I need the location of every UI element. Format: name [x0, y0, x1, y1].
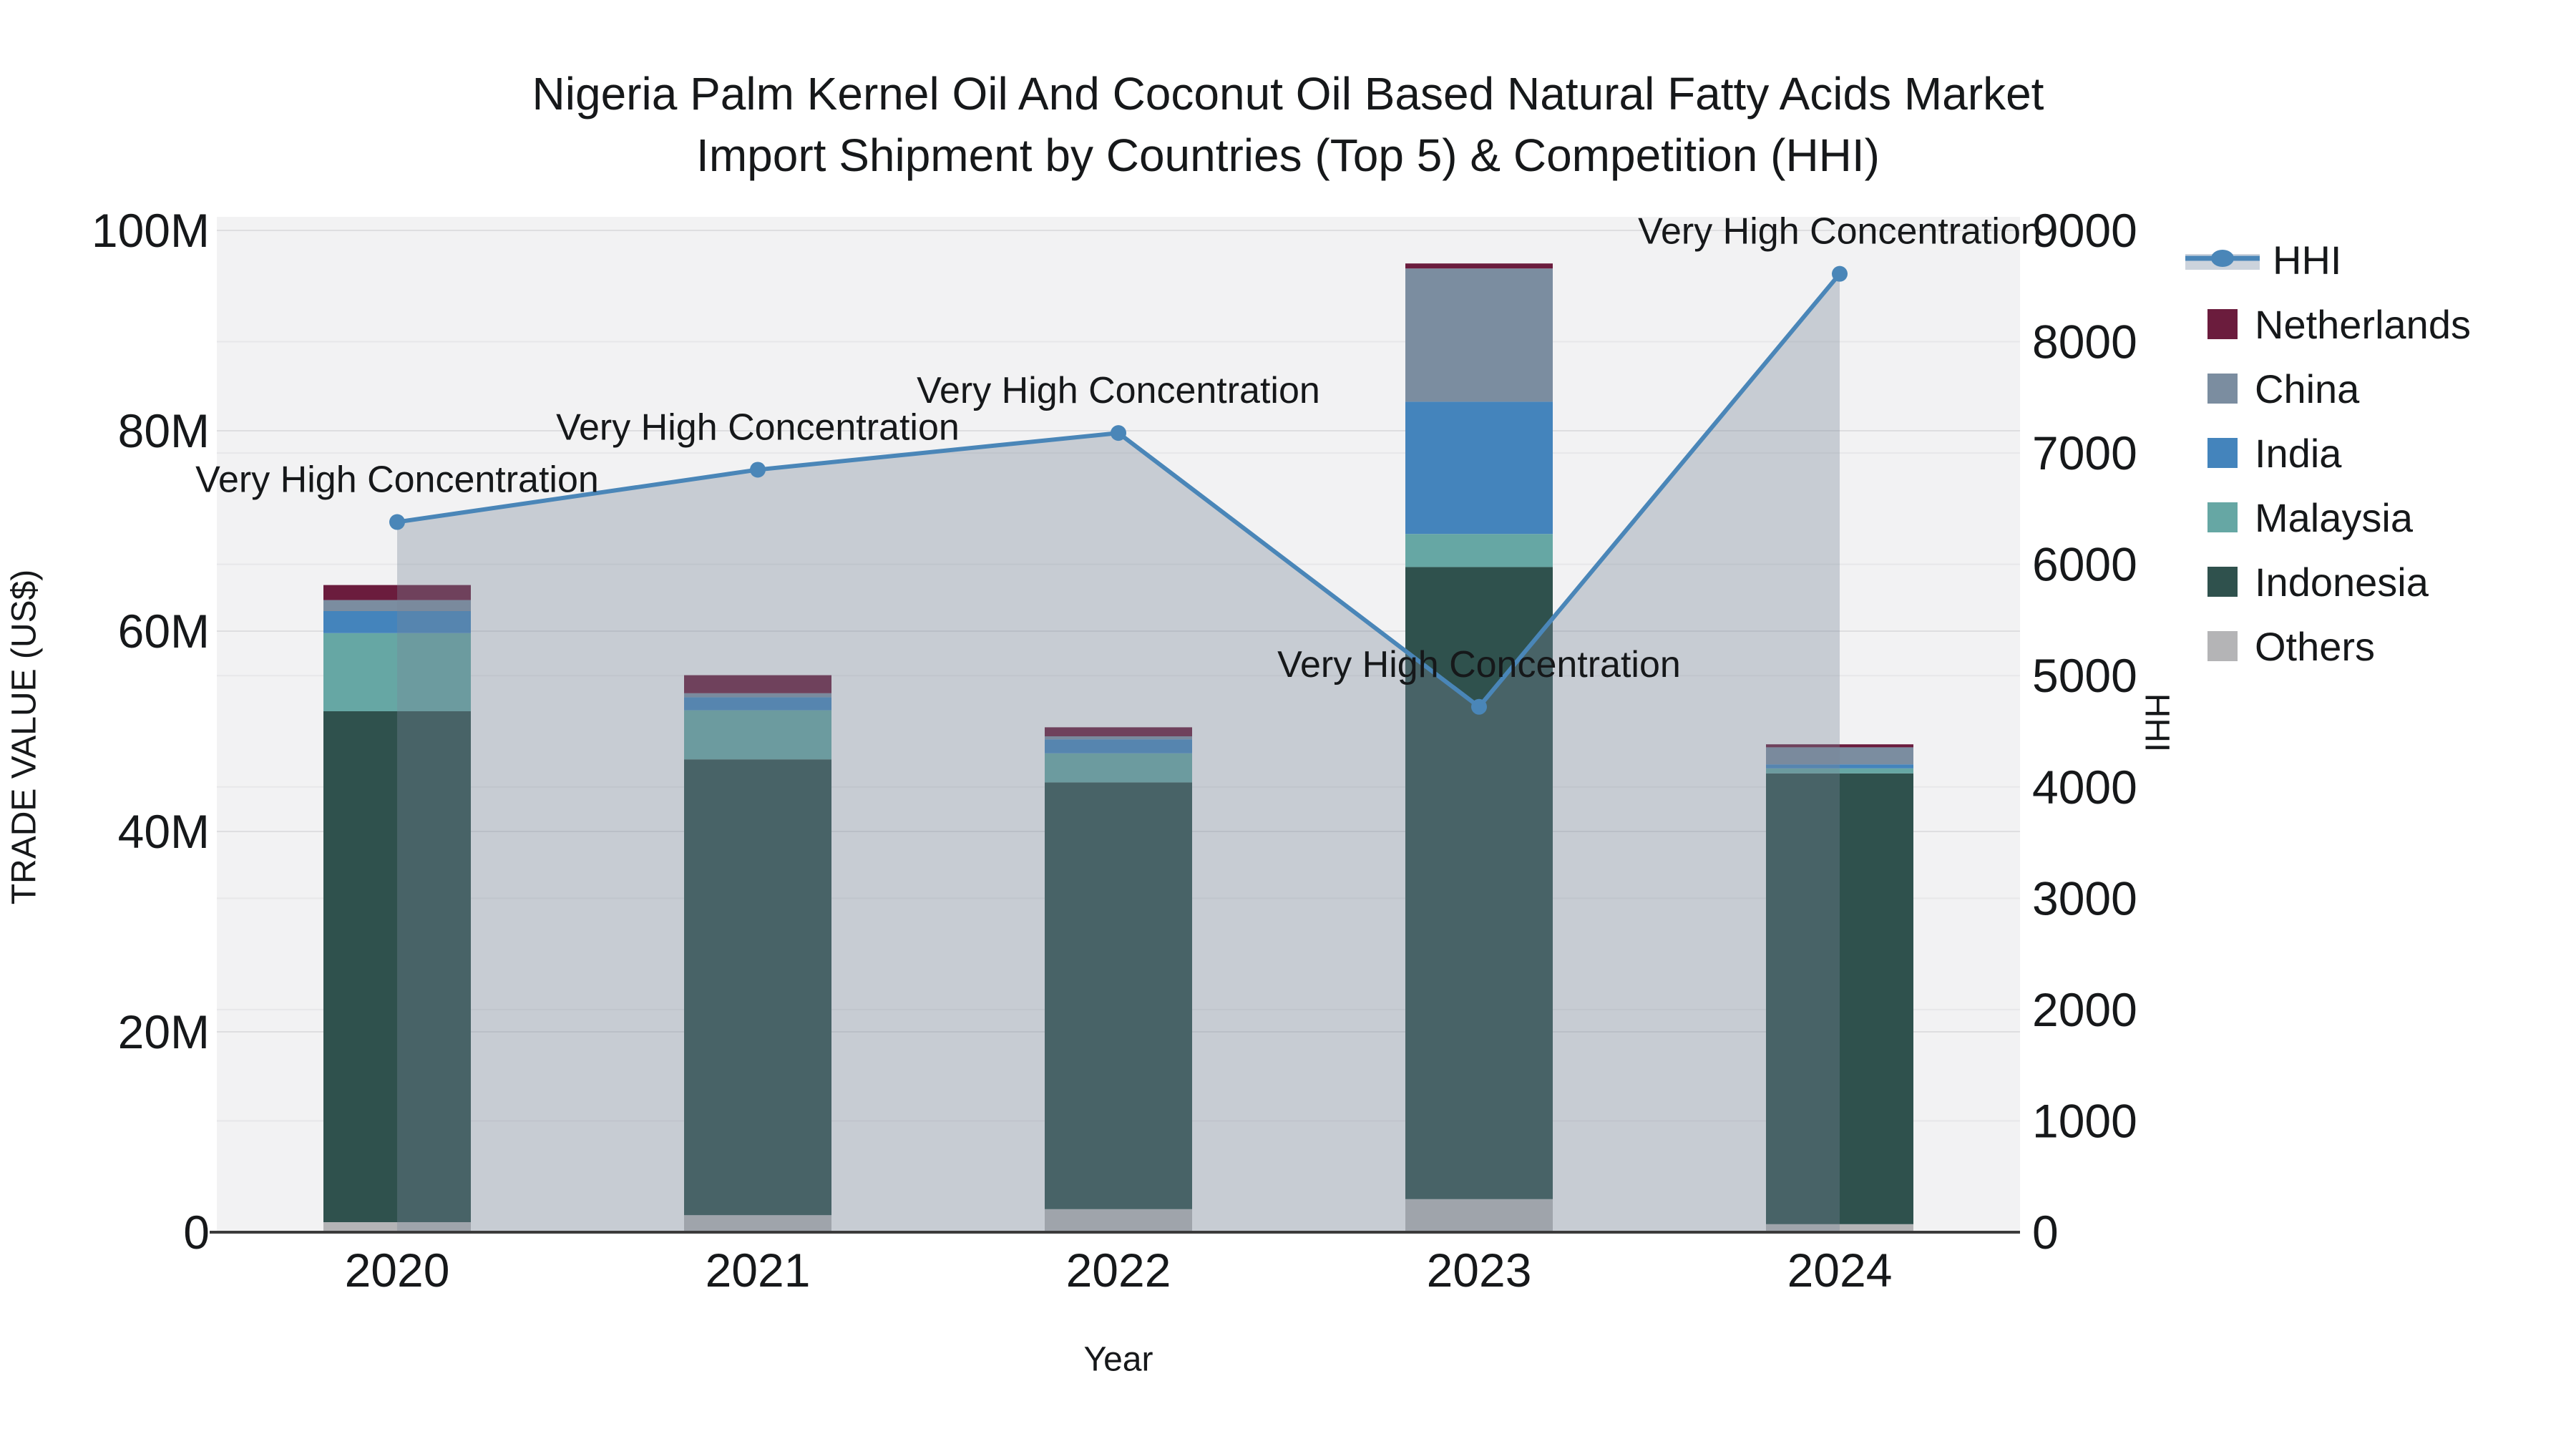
y-right-tick-1000: 1000 [2032, 1094, 2137, 1147]
bar-segment-malaysia-2020[interactable] [323, 633, 471, 711]
legend-item-malaysia[interactable]: Malaysia [2207, 485, 2471, 550]
bar-segment-china-2023[interactable] [1405, 268, 1553, 402]
legend-label-india: India [2255, 430, 2342, 476]
bar-segment-netherlands-2024[interactable] [1766, 744, 1913, 748]
annotation-2021: Very High Concentration [556, 406, 960, 448]
annotation-2023: Very High Concentration [1277, 644, 1681, 686]
bar-segment-malaysia-2022[interactable] [1045, 753, 1192, 783]
legend-swatch-others [2207, 631, 2238, 661]
bar-segment-china-2024[interactable] [1766, 747, 1913, 765]
bar-segment-malaysia-2024[interactable] [1766, 768, 1913, 774]
bar-segment-china-2022[interactable] [1045, 736, 1192, 740]
y-right-tick-5000: 5000 [2032, 649, 2137, 702]
bar-segment-others-2022[interactable] [1045, 1209, 1192, 1232]
bar-segment-indonesia-2024[interactable] [1766, 773, 1913, 1224]
y-left-tick-60M: 60M [118, 605, 210, 658]
bar-segment-others-2021[interactable] [684, 1215, 831, 1232]
bar-segment-netherlands-2023[interactable] [1405, 263, 1553, 269]
legend-label-china: China [2255, 366, 2360, 411]
bar-segment-netherlands-2020[interactable] [323, 585, 471, 600]
bar-segment-indonesia-2021[interactable] [684, 759, 831, 1216]
legend-item-indonesia[interactable]: Indonesia [2207, 550, 2471, 614]
y-right-tick-9000: 9000 [2032, 204, 2137, 257]
legend-swatch-china [2207, 374, 2238, 404]
legend-label-others: Others [2255, 623, 2376, 669]
y-right-axis-title: HHI [2138, 693, 2176, 753]
legend-label-indonesia: Indonesia [2255, 559, 2429, 605]
chart-title: Nigeria Palm Kernel Oil And Coconut Oil … [0, 63, 2576, 186]
y-right-tick-3000: 3000 [2032, 872, 2137, 924]
chart-title-line2: Import Shipment by Countries (Top 5) & C… [696, 130, 1880, 181]
y-right-tick-8000: 8000 [2032, 316, 2137, 369]
y-left-tick-0: 0 [183, 1206, 210, 1259]
hhi-line-icon [2185, 250, 2260, 270]
x-tick-2021: 2021 [706, 1244, 811, 1297]
chart-title-line1: Nigeria Palm Kernel Oil And Coconut Oil … [532, 68, 2044, 119]
legend-item-india[interactable]: India [2207, 421, 2471, 485]
bar-segment-malaysia-2023[interactable] [1405, 534, 1553, 567]
legend-label-malaysia: Malaysia [2255, 494, 2413, 540]
y-left-tick-40M: 40M [118, 805, 210, 858]
x-tick-2024: 2024 [1787, 1244, 1893, 1297]
y-right-tick-4000: 4000 [2032, 761, 2137, 814]
bar-segment-others-2020[interactable] [323, 1222, 471, 1232]
hhi-point-2021[interactable] [750, 462, 766, 478]
bar-segment-india-2021[interactable] [684, 697, 831, 711]
legend-item-china[interactable]: China [2207, 356, 2471, 421]
bar-segment-malaysia-2021[interactable] [684, 710, 831, 760]
y-right-tick-7000: 7000 [2032, 426, 2137, 479]
hhi-point-2023[interactable] [1471, 698, 1487, 715]
y-left-tick-100M: 100M [92, 204, 210, 257]
x-tick-2023: 2023 [1427, 1244, 1532, 1297]
bar-segment-indonesia-2022[interactable] [1045, 782, 1192, 1209]
annotation-2022: Very High Concentration [917, 370, 1320, 411]
bar-segment-china-2021[interactable] [684, 693, 831, 698]
bar-segment-india-2023[interactable] [1405, 401, 1553, 535]
y-right-tick-2000: 2000 [2032, 983, 2137, 1036]
y-right-tick-6000: 6000 [2032, 538, 2137, 591]
y-left-tick-20M: 20M [118, 1005, 210, 1058]
legend-swatch-india [2207, 438, 2238, 468]
legend-swatch-indonesia [2207, 567, 2238, 597]
x-axis-title: Year [1084, 1341, 1153, 1379]
annotation-2024: Very High Concentration [1638, 211, 2041, 253]
legend-item-hhi[interactable]: HHI [2185, 228, 2471, 292]
legend-label-hhi: HHI [2273, 237, 2342, 283]
legend-swatch-malaysia [2207, 502, 2238, 532]
bar-segment-netherlands-2021[interactable] [684, 675, 831, 693]
y-left-axis-title: TRADE VALUE (US$) [6, 570, 44, 905]
hhi-point-2020[interactable] [389, 514, 405, 530]
bar-segment-others-2023[interactable] [1405, 1199, 1553, 1232]
y-right-tick-0: 0 [2032, 1206, 2059, 1259]
x-tick-2022: 2022 [1066, 1244, 1171, 1297]
bar-segment-indonesia-2020[interactable] [323, 711, 471, 1222]
hhi-area-fill [397, 273, 1840, 1233]
bar-segment-india-2020[interactable] [323, 611, 471, 633]
hhi-point-2022[interactable] [1111, 425, 1126, 441]
bar-segment-indonesia-2023[interactable] [1405, 567, 1553, 1199]
x-tick-2020: 2020 [345, 1244, 450, 1297]
bar-segment-india-2024[interactable] [1766, 764, 1913, 769]
hhi-point-2024[interactable] [1832, 265, 1848, 282]
legend-swatch-netherlands [2207, 309, 2238, 339]
legend-item-others[interactable]: Others [2207, 614, 2471, 678]
annotation-2020: Very High Concentration [195, 459, 599, 501]
legend-label-netherlands: Netherlands [2255, 301, 2471, 347]
legend: HHI Netherlands China India Malaysia Indonesi… [2185, 228, 2471, 678]
y-left-tick-80M: 80M [118, 404, 210, 457]
bar-segment-china-2020[interactable] [323, 600, 471, 611]
bar-segment-netherlands-2022[interactable] [1045, 727, 1192, 736]
bar-segment-others-2024[interactable] [1766, 1224, 1913, 1232]
legend-item-netherlands[interactable]: Netherlands [2207, 292, 2471, 356]
bar-segment-india-2022[interactable] [1045, 739, 1192, 753]
